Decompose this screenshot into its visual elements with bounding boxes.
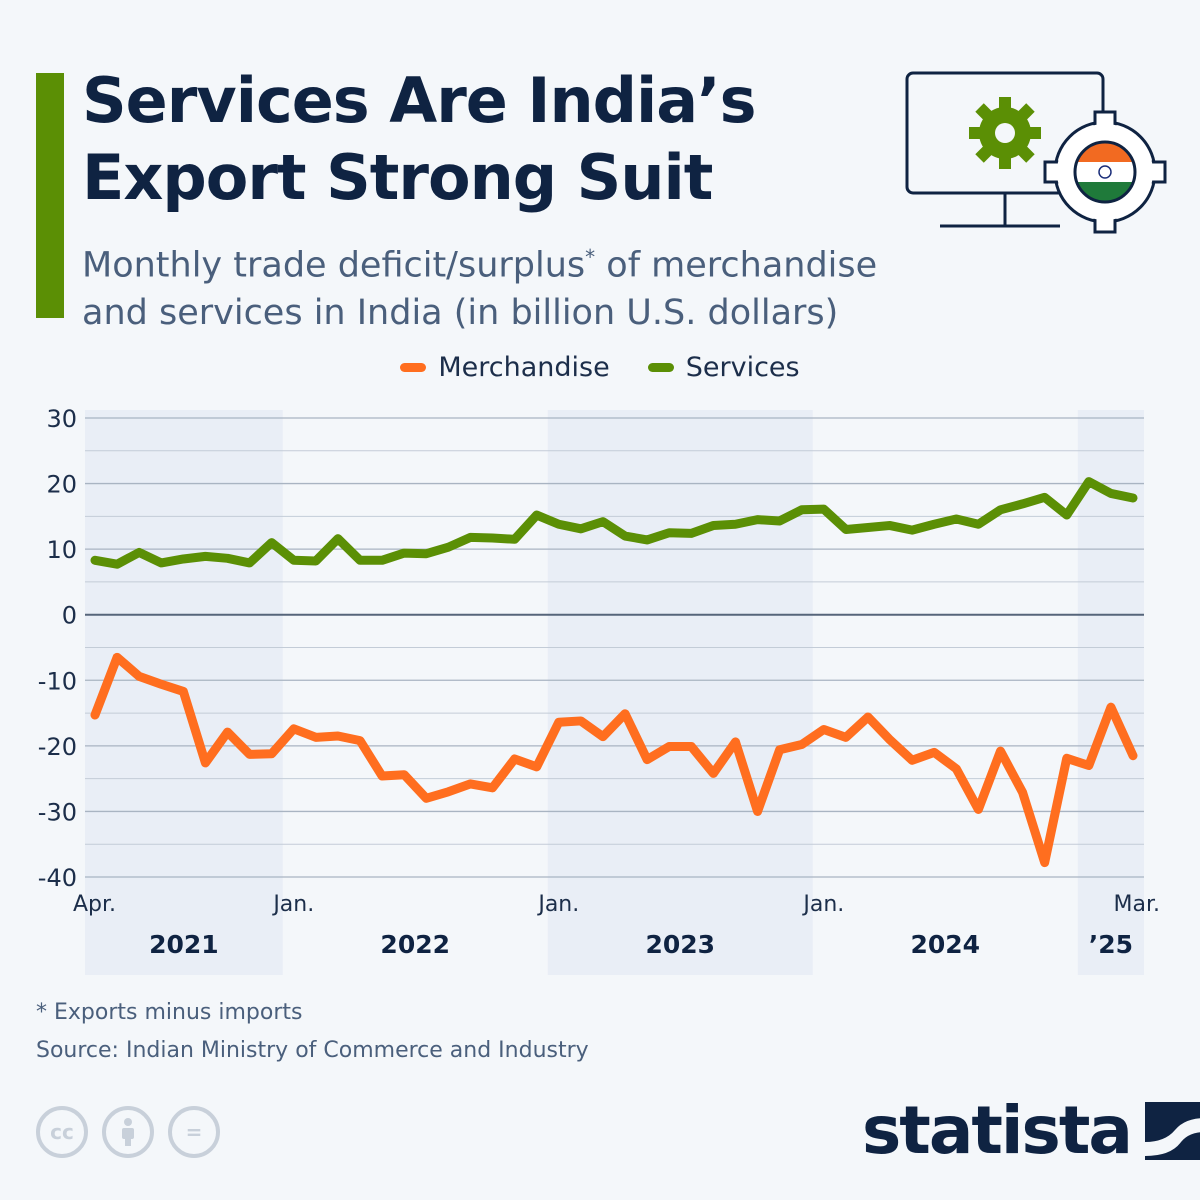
subtitle-asterisk: * bbox=[585, 245, 596, 269]
services-swatch bbox=[647, 363, 674, 372]
subtitle-text: Monthly trade deficit/surplus bbox=[82, 245, 586, 286]
y-tick-label: 30 bbox=[46, 405, 77, 433]
year-label: 2022 bbox=[380, 930, 450, 959]
subtitle: Monthly trade deficit/surplus* of mercha… bbox=[82, 234, 942, 337]
year-label: 2023 bbox=[645, 930, 715, 959]
source: Source: Indian Ministry of Commerce and … bbox=[36, 1038, 589, 1063]
year-label: ’25 bbox=[1089, 930, 1133, 959]
y-tick-label: 10 bbox=[46, 536, 77, 564]
year-label: 2024 bbox=[910, 930, 980, 959]
year-label: 2021 bbox=[149, 930, 219, 959]
title-line-2: Export Strong Suit bbox=[82, 141, 713, 214]
cc-icon[interactable]: cc bbox=[36, 1106, 88, 1158]
year-band bbox=[1077, 410, 1144, 975]
page-title: Services Are India’s Export Strong Suit bbox=[82, 62, 757, 216]
legend-label: Services bbox=[685, 352, 800, 383]
no-derivatives-icon[interactable]: = bbox=[168, 1106, 220, 1158]
series-line-services bbox=[90, 477, 1138, 569]
y-tick-label: 0 bbox=[62, 602, 77, 630]
legend: Merchandise Services bbox=[0, 352, 1200, 383]
subtitle-text-2: of merchandise and services in India (in… bbox=[82, 245, 878, 333]
y-tick-label: -20 bbox=[38, 733, 77, 761]
year-band bbox=[547, 410, 813, 975]
logo-text: statista bbox=[862, 1092, 1133, 1169]
license-icons[interactable]: cc = bbox=[36, 1106, 220, 1158]
line-chart: 2021 2022 2023 2024 ’25 30 20 10 0 -10 -20 -30 -40Ap… bbox=[38, 405, 1160, 975]
statista-logo-mark-icon bbox=[1144, 1101, 1200, 1160]
x-tick-label: Jan. bbox=[271, 892, 314, 917]
legend-label: Merchandise bbox=[438, 352, 610, 383]
y-tick-label: -40 bbox=[38, 864, 77, 892]
monitor-gear-india-flag-icon bbox=[905, 71, 1167, 234]
footnote: * Exports minus imports bbox=[36, 1000, 303, 1025]
accent-bar bbox=[36, 73, 64, 318]
legend-item-merchandise: Merchandise bbox=[400, 352, 610, 383]
merchandise-swatch bbox=[400, 363, 427, 372]
statista-logo[interactable]: statista bbox=[862, 1092, 1200, 1169]
title-line-1: Services Are India’s bbox=[82, 64, 757, 137]
attribution-icon[interactable] bbox=[102, 1106, 154, 1158]
series-line-merchandise bbox=[90, 652, 1138, 868]
y-tick-label: -30 bbox=[38, 798, 77, 826]
y-tick-label: 20 bbox=[46, 471, 77, 499]
legend-item-services: Services bbox=[647, 352, 800, 383]
x-tick-label: Jan. bbox=[536, 892, 579, 917]
x-tick-label: Jan. bbox=[801, 892, 844, 917]
y-tick-label: -10 bbox=[38, 667, 77, 695]
x-tick-label: Apr. bbox=[73, 892, 116, 917]
x-tick-label: Mar. bbox=[1114, 892, 1160, 917]
